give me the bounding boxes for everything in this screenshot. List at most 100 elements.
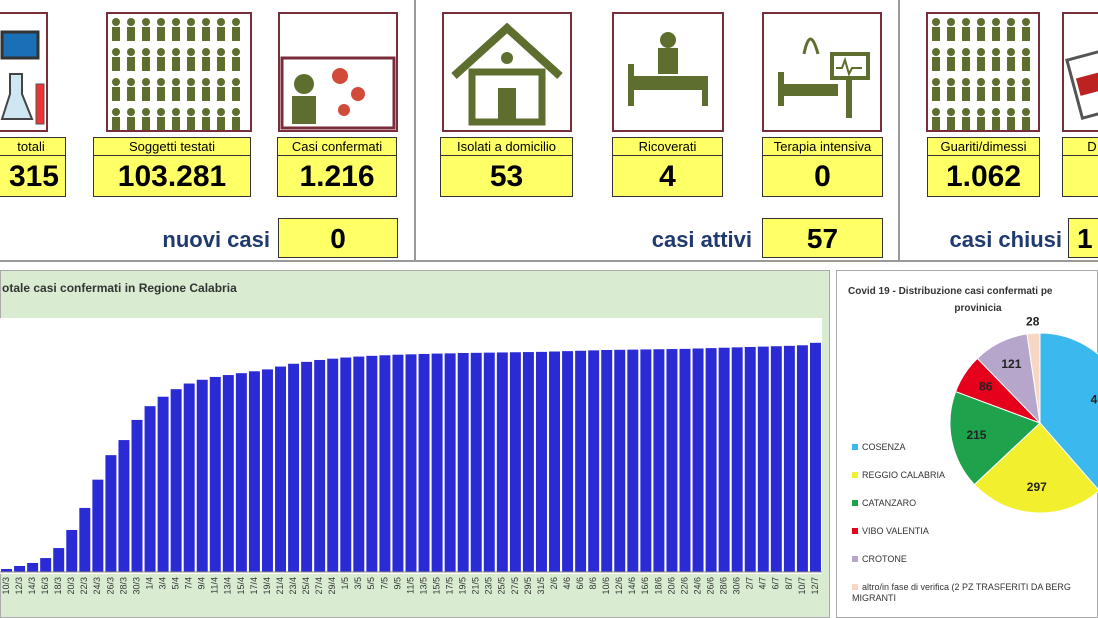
bar [40, 558, 52, 572]
icon-person [217, 87, 225, 101]
icon-person [112, 57, 120, 71]
icon-person [157, 27, 165, 41]
icon-person [232, 57, 240, 71]
icon-person [217, 48, 225, 56]
bar [692, 348, 704, 572]
icon-person [992, 48, 1000, 56]
icon-person [157, 57, 165, 71]
bar [366, 355, 378, 572]
icon-person [142, 27, 150, 41]
x-tick-label: 11/4 [210, 577, 220, 594]
card-label: Soggetti testati [93, 137, 251, 156]
icon-person [992, 57, 1000, 71]
icon-person [1022, 117, 1030, 130]
card-value-box [1062, 155, 1098, 197]
data-label: 469 [1091, 392, 1098, 406]
bar [809, 342, 821, 572]
icon-person [157, 18, 165, 26]
chart-title: Covid 19 - Distribuzione casi confermati… [848, 286, 1053, 297]
x-tick-label: 3/4 [157, 577, 167, 590]
pie-slice [973, 422, 1098, 514]
icon-person [932, 57, 940, 71]
icon-person [932, 27, 940, 41]
bar [457, 353, 469, 572]
x-tick-label: 7/5 [379, 577, 389, 590]
x-tick-label: 2/6 [549, 577, 559, 590]
legend-swatch [852, 444, 858, 450]
bar [653, 349, 665, 572]
x-tick-label: 14/3 [27, 577, 37, 595]
icon-person [157, 48, 165, 56]
icon [612, 12, 724, 132]
bar [1, 568, 13, 572]
data-label: 121 [1001, 357, 1021, 371]
icon-person [962, 108, 970, 116]
icon-person [992, 27, 1000, 41]
icon-person [202, 18, 210, 26]
summary-label: casi attivi [651, 227, 752, 252]
x-tick-label: 10/7 [797, 577, 807, 595]
icon-person [202, 108, 210, 116]
icon-person [127, 117, 135, 130]
bar [509, 352, 521, 572]
icon-person [172, 48, 180, 56]
card-label: Guariti/dimessi [927, 137, 1040, 156]
bar [549, 351, 561, 572]
icon-person [157, 87, 165, 101]
icon-person [202, 78, 210, 86]
x-tick-label: 11/5 [405, 577, 415, 594]
icon-person [127, 18, 135, 26]
icon-person [187, 27, 195, 41]
icon-person [232, 27, 240, 41]
icon-person [932, 117, 940, 130]
x-tick-label: 9/4 [197, 577, 207, 590]
card-label: Casi confermati [277, 137, 397, 156]
data-label: 86 [979, 380, 993, 394]
x-tick-label: 10/3 [1, 577, 11, 595]
bar [770, 346, 782, 572]
icon-person [232, 78, 240, 86]
icon-person [1022, 18, 1030, 26]
x-tick-label: 30/6 [732, 577, 742, 595]
icon-person [112, 78, 120, 86]
icon-person [932, 18, 940, 26]
bar [196, 379, 208, 572]
legend-label: VIBO VALENTIA [862, 526, 929, 536]
icon-person [187, 117, 195, 130]
data-label: 28 [1026, 315, 1040, 329]
legend-label: CROTONE [862, 554, 907, 564]
bar [53, 548, 65, 572]
icon-person [1007, 108, 1015, 116]
icon-person [947, 87, 955, 101]
bar [379, 355, 391, 572]
icon-person [962, 57, 970, 71]
icon-person [962, 18, 970, 26]
icon-person [127, 108, 135, 116]
legend-label: CATANZARO [862, 498, 917, 508]
icon-person [112, 117, 120, 130]
bar [640, 349, 652, 572]
summary-value: 1 [1068, 218, 1098, 258]
bar [353, 356, 365, 572]
bar [575, 350, 587, 572]
icon-person [187, 57, 195, 71]
icon-person [172, 57, 180, 71]
bar [718, 347, 730, 572]
icon-person [112, 18, 120, 26]
bar [418, 353, 430, 572]
bar [744, 346, 756, 572]
bar [209, 376, 221, 572]
icon-person [217, 57, 225, 71]
icon-person [977, 117, 985, 130]
bar [314, 359, 326, 572]
icon-person [1022, 27, 1030, 41]
icon-person [962, 48, 970, 56]
x-tick-label: 22/6 [679, 577, 689, 595]
icon-person [202, 87, 210, 101]
icon-person [127, 27, 135, 41]
legend-item: REGGIO CALABRIA [852, 470, 1092, 498]
bar [288, 363, 300, 572]
bar [92, 479, 104, 572]
bar [731, 347, 743, 572]
icon-person [127, 78, 135, 86]
